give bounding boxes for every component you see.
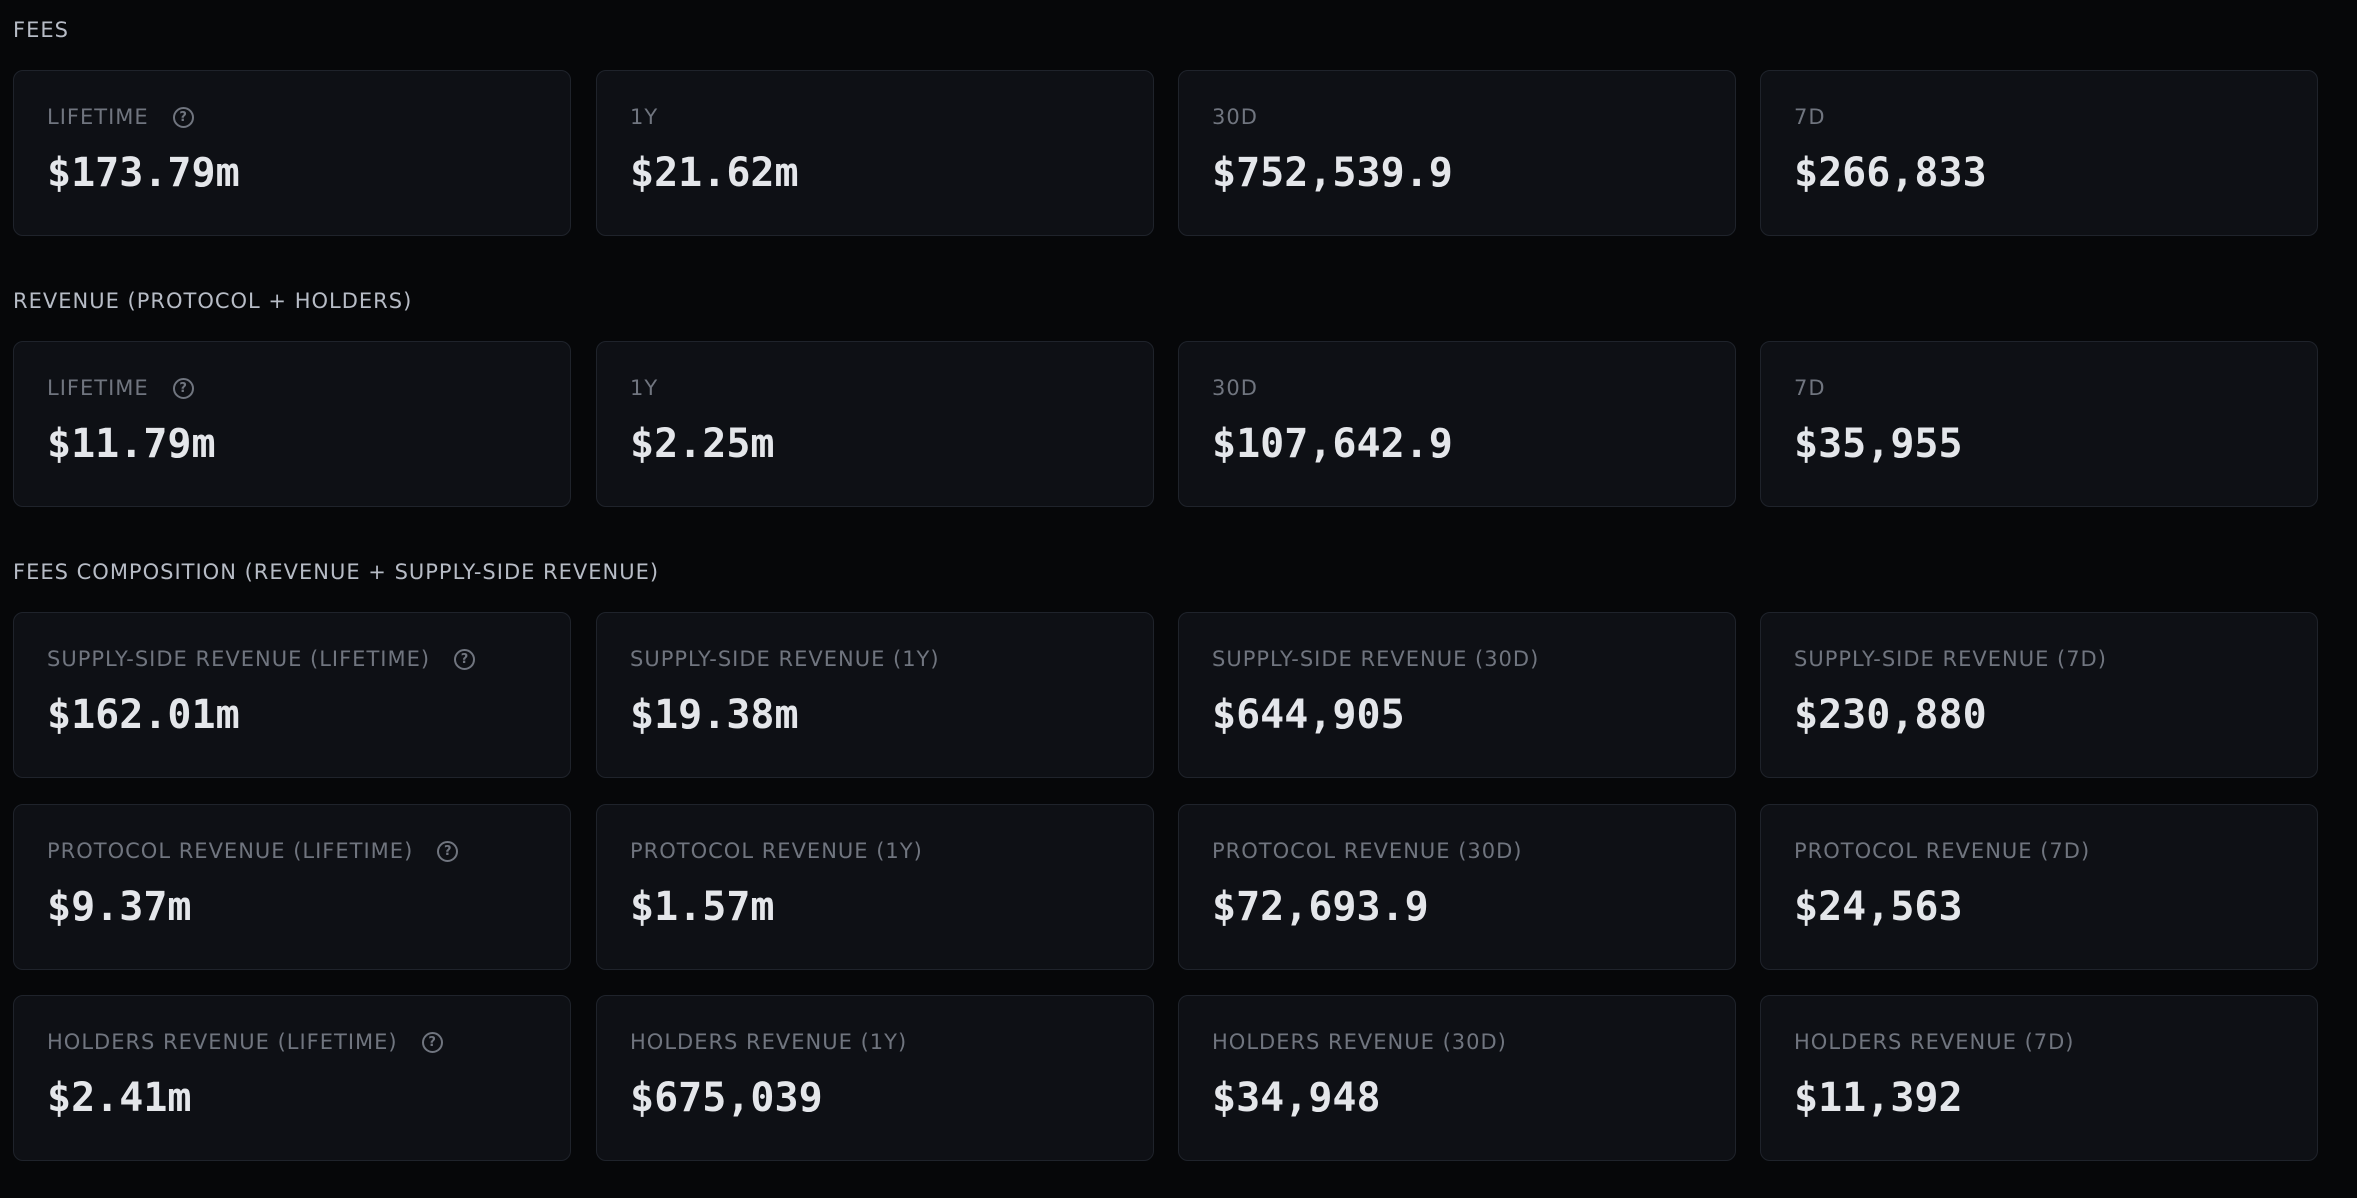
metric-card-holders-30d: HOLDERS REVENUE (30D) $34,948 xyxy=(1178,995,1736,1161)
metric-label-text: SUPPLY-SIDE REVENUE (LIFETIME) xyxy=(47,647,431,671)
metric-label: 30D xyxy=(1212,107,1258,128)
metric-value: $72,693.9 xyxy=(1212,884,1429,930)
metric-label: SUPPLY-SIDE REVENUE (1Y) xyxy=(630,649,940,670)
metric-value: $21.62m xyxy=(630,150,799,196)
question-circle-icon[interactable]: ? xyxy=(172,107,194,128)
metric-label: PROTOCOL REVENUE (7D) xyxy=(1794,841,2090,862)
metric-label: 1Y xyxy=(630,107,658,128)
metric-label-text: LIFETIME xyxy=(47,376,149,400)
metric-label: PROTOCOL REVENUE (LIFETIME) ? xyxy=(47,839,459,863)
metric-card-supply-side-30d: SUPPLY-SIDE REVENUE (30D) $644,905 xyxy=(1178,612,1736,778)
metric-value: $173.79m xyxy=(47,150,240,196)
metric-label-text: 7D xyxy=(1794,376,1826,400)
metric-card-fees-1y: 1Y $21.62m xyxy=(596,70,1154,236)
question-circle-icon[interactable]: ? xyxy=(172,378,194,399)
metric-card-holders-7d: HOLDERS REVENUE (7D) $11,392 xyxy=(1760,995,2318,1161)
metric-value: $24,563 xyxy=(1794,884,1963,930)
metric-value: $11,392 xyxy=(1794,1075,1963,1121)
metric-label: PROTOCOL REVENUE (1Y) xyxy=(630,841,923,862)
metric-card-protocol-1y: PROTOCOL REVENUE (1Y) $1.57m xyxy=(596,804,1154,970)
metric-value: $35,955 xyxy=(1794,421,1963,467)
metric-card-supply-side-1y: SUPPLY-SIDE REVENUE (1Y) $19.38m xyxy=(596,612,1154,778)
metric-card-fees-lifetime: LIFETIME ? $173.79m xyxy=(13,70,571,236)
metric-label-text: 7D xyxy=(1794,105,1826,129)
metric-label: HOLDERS REVENUE (30D) xyxy=(1212,1032,1507,1053)
metric-label-text: 30D xyxy=(1212,105,1258,129)
metric-label: 7D xyxy=(1794,107,1826,128)
metric-label-text: 1Y xyxy=(630,376,659,400)
metric-label-text: PROTOCOL REVENUE (7D) xyxy=(1794,839,2091,863)
metric-label-text: LIFETIME xyxy=(47,105,149,129)
metric-card-fees-7d: 7D $266,833 xyxy=(1760,70,2318,236)
section-title-revenue: REVENUE (PROTOCOL + HOLDERS) xyxy=(13,289,413,313)
metric-label: HOLDERS REVENUE (7D) xyxy=(1794,1032,2075,1053)
metric-card-revenue-lifetime: LIFETIME ? $11.79m xyxy=(13,341,571,507)
metric-value: $644,905 xyxy=(1212,692,1405,738)
metric-value: $107,642.9 xyxy=(1212,421,1453,467)
question-circle-icon[interactable]: ? xyxy=(454,649,476,670)
metric-label-text: HOLDERS REVENUE (LIFETIME) xyxy=(47,1030,398,1054)
metric-label: 7D xyxy=(1794,378,1826,399)
metric-label: SUPPLY-SIDE REVENUE (30D) xyxy=(1212,649,1539,670)
metric-card-protocol-lifetime: PROTOCOL REVENUE (LIFETIME) ? $9.37m xyxy=(13,804,571,970)
metric-card-protocol-30d: PROTOCOL REVENUE (30D) $72,693.9 xyxy=(1178,804,1736,970)
metric-value: $9.37m xyxy=(47,884,192,930)
question-circle-icon[interactable]: ? xyxy=(421,1032,443,1053)
metric-card-fees-30d: 30D $752,539.9 xyxy=(1178,70,1736,236)
metric-label-text: HOLDERS REVENUE (1Y) xyxy=(630,1030,908,1054)
metric-label-text: SUPPLY-SIDE REVENUE (7D) xyxy=(1794,647,2107,671)
metric-label: SUPPLY-SIDE REVENUE (LIFETIME) ? xyxy=(47,647,476,671)
metric-label-text: SUPPLY-SIDE REVENUE (1Y) xyxy=(630,647,940,671)
metric-value: $162.01m xyxy=(47,692,240,738)
metric-value: $2.25m xyxy=(630,421,775,467)
metric-label-text: PROTOCOL REVENUE (LIFETIME) xyxy=(47,839,414,863)
metric-card-revenue-1y: 1Y $2.25m xyxy=(596,341,1154,507)
metric-label-text: SUPPLY-SIDE REVENUE (30D) xyxy=(1212,647,1540,671)
metric-label: LIFETIME ? xyxy=(47,107,194,128)
metric-card-supply-side-lifetime: SUPPLY-SIDE REVENUE (LIFETIME) ? $162.01… xyxy=(13,612,571,778)
metric-label: 30D xyxy=(1212,378,1258,399)
metric-value: $19.38m xyxy=(630,692,799,738)
metric-card-supply-side-7d: SUPPLY-SIDE REVENUE (7D) $230,880 xyxy=(1760,612,2318,778)
metric-label: SUPPLY-SIDE REVENUE (7D) xyxy=(1794,649,2107,670)
metric-card-holders-lifetime: HOLDERS REVENUE (LIFETIME) ? $2.41m xyxy=(13,995,571,1161)
metric-label: LIFETIME ? xyxy=(47,378,194,399)
section-title-fees-composition: FEES COMPOSITION (REVENUE + SUPPLY-SIDE … xyxy=(13,560,660,584)
metric-value: $11.79m xyxy=(47,421,216,467)
section-title-fees: FEES xyxy=(13,18,69,42)
metric-label-text: HOLDERS REVENUE (7D) xyxy=(1794,1030,2075,1054)
metric-label-text: 1Y xyxy=(630,105,659,129)
metric-value: $752,539.9 xyxy=(1212,150,1453,196)
metric-label-text: PROTOCOL REVENUE (30D) xyxy=(1212,839,1523,863)
metric-card-revenue-30d: 30D $107,642.9 xyxy=(1178,341,1736,507)
metric-value: $34,948 xyxy=(1212,1075,1381,1121)
metric-card-protocol-7d: PROTOCOL REVENUE (7D) $24,563 xyxy=(1760,804,2318,970)
metric-card-holders-1y: HOLDERS REVENUE (1Y) $675,039 xyxy=(596,995,1154,1161)
metric-label: 1Y xyxy=(630,378,658,399)
metric-label: PROTOCOL REVENUE (30D) xyxy=(1212,841,1523,862)
metric-label-text: HOLDERS REVENUE (30D) xyxy=(1212,1030,1507,1054)
question-circle-icon[interactable]: ? xyxy=(437,841,459,862)
metric-value: $230,880 xyxy=(1794,692,1987,738)
metric-card-revenue-7d: 7D $35,955 xyxy=(1760,341,2318,507)
metric-value: $1.57m xyxy=(630,884,775,930)
metric-label-text: PROTOCOL REVENUE (1Y) xyxy=(630,839,923,863)
metric-value: $675,039 xyxy=(630,1075,823,1121)
metric-label-text: 30D xyxy=(1212,376,1258,400)
metric-value: $266,833 xyxy=(1794,150,1987,196)
metric-label: HOLDERS REVENUE (LIFETIME) ? xyxy=(47,1032,443,1053)
metric-value: $2.41m xyxy=(47,1075,192,1121)
metric-label: HOLDERS REVENUE (1Y) xyxy=(630,1032,907,1053)
